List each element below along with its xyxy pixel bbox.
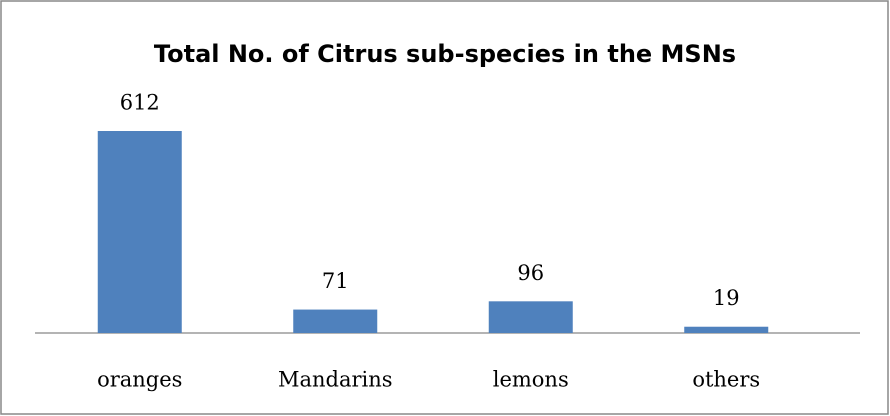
data-label: 96 [517, 261, 544, 285]
data-label: 19 [713, 286, 740, 310]
chart-title: Total No. of Citrus sub-species in the M… [154, 40, 736, 68]
x-tick-label: others [692, 368, 760, 392]
bar [293, 309, 378, 333]
bar [684, 326, 769, 333]
bar [488, 301, 573, 333]
x-tick-label: oranges [97, 368, 182, 392]
bar [97, 131, 182, 333]
data-label: 71 [322, 269, 349, 293]
x-tick-label: lemons [493, 368, 569, 392]
x-tick-label: Mandarins [278, 368, 393, 392]
data-label: 612 [120, 91, 160, 115]
